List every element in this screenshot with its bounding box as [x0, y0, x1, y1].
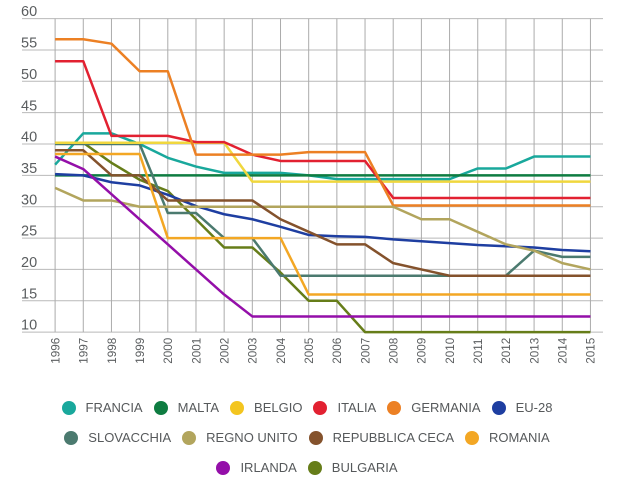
- svg-text:1996: 1996: [49, 338, 62, 364]
- svg-text:15: 15: [21, 286, 37, 302]
- svg-text:2000: 2000: [162, 337, 175, 364]
- svg-text:45: 45: [21, 98, 37, 114]
- svg-text:2007: 2007: [359, 338, 372, 364]
- svg-text:2012: 2012: [500, 338, 513, 364]
- svg-text:2011: 2011: [472, 339, 485, 364]
- svg-text:2008: 2008: [388, 338, 401, 364]
- svg-text:2003: 2003: [247, 338, 260, 364]
- svg-text:2013: 2013: [528, 338, 541, 364]
- svg-text:2005: 2005: [303, 337, 316, 364]
- svg-text:50: 50: [21, 67, 37, 83]
- svg-text:1997: 1997: [78, 338, 91, 364]
- svg-text:35: 35: [21, 161, 37, 177]
- svg-text:60: 60: [21, 4, 37, 20]
- svg-text:20: 20: [21, 255, 37, 271]
- svg-text:55: 55: [21, 36, 37, 52]
- svg-text:2009: 2009: [416, 338, 429, 364]
- svg-text:2002: 2002: [218, 338, 231, 364]
- svg-text:2004: 2004: [275, 337, 288, 364]
- svg-text:30: 30: [21, 192, 37, 208]
- svg-text:2010: 2010: [444, 337, 457, 364]
- svg-text:2014: 2014: [557, 337, 570, 364]
- svg-text:40: 40: [21, 130, 37, 146]
- svg-text:25: 25: [21, 224, 37, 240]
- svg-text:2001: 2001: [190, 338, 203, 364]
- svg-text:1998: 1998: [106, 338, 119, 364]
- svg-text:10: 10: [21, 318, 37, 334]
- svg-text:2006: 2006: [331, 338, 344, 364]
- svg-text:2015: 2015: [585, 337, 598, 364]
- svg-text:1999: 1999: [134, 338, 147, 364]
